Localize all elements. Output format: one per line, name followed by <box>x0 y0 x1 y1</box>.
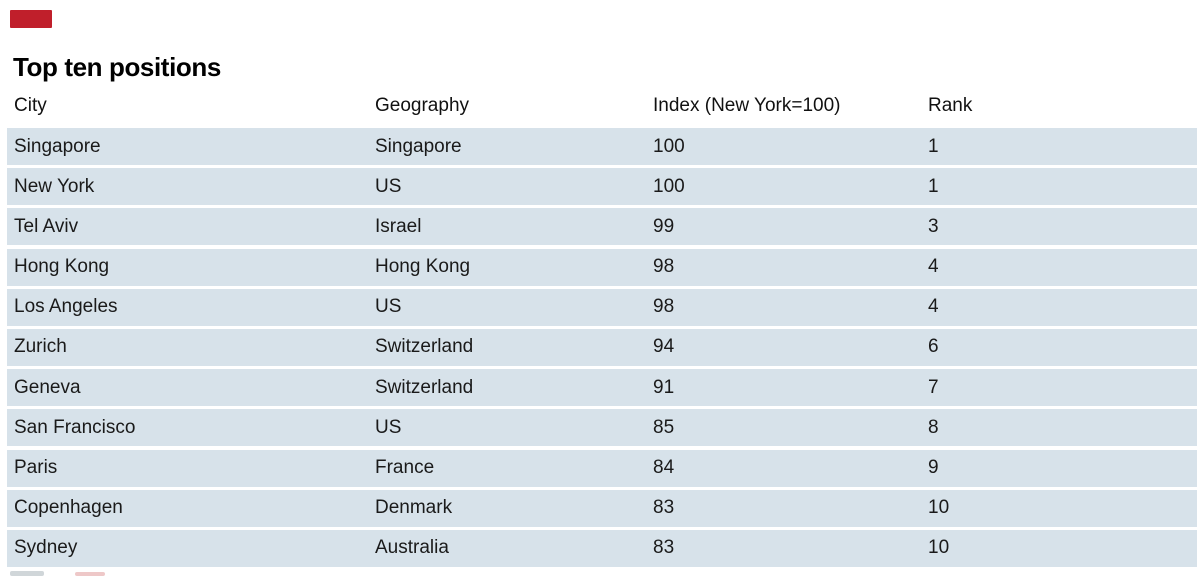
cell-index: 100 <box>653 175 685 197</box>
cell-geography: Australia <box>375 537 449 559</box>
cell-geography: France <box>375 457 435 478</box>
table-row: New York US 100 1 <box>7 168 1197 206</box>
cell-index: 83 <box>653 537 675 559</box>
cell-rank: 10 <box>928 537 950 559</box>
table-row: Hong Kong Hong Kong 98 4 <box>7 248 1197 286</box>
table-row: Tel Aviv Israel 99 3 <box>7 208 1197 246</box>
table-row: Los Angeles US 98 4 <box>7 288 1197 326</box>
table-body: Singapore Singapore 100 1 New York US 10… <box>7 128 1197 567</box>
cell-rank: 8 <box>928 416 939 438</box>
table-row: Singapore Singapore 100 1 <box>7 128 1197 165</box>
cell-city: Tel Aviv <box>14 215 79 237</box>
cell-index: 98 <box>653 256 675 278</box>
table-row: Zurich Switzerland 94 6 <box>7 328 1197 366</box>
cell-geography: Switzerland <box>375 336 474 358</box>
cell-index: 94 <box>653 336 675 358</box>
cell-geography: Israel <box>375 215 422 237</box>
source-line-cutoff <box>10 571 310 576</box>
cell-geography: Switzerland <box>375 376 474 398</box>
cell-rank: 3 <box>928 215 939 237</box>
column-header-city: City <box>14 95 47 116</box>
cell-rank: 10 <box>928 497 950 519</box>
cell-rank: 1 <box>928 175 939 197</box>
cell-city: Copenhagen <box>14 497 123 519</box>
cell-geography: Singapore <box>375 135 462 157</box>
page-title: Top ten positions <box>13 52 221 82</box>
cell-city: San Francisco <box>14 416 136 438</box>
cell-rank: 4 <box>928 256 939 278</box>
cell-rank: 4 <box>928 296 939 318</box>
table-row: Sydney Australia 83 10 <box>7 529 1197 567</box>
cell-rank: 7 <box>928 376 939 398</box>
cell-city: Geneva <box>14 376 81 398</box>
cell-city: New York <box>14 175 95 197</box>
column-header-geography: Geography <box>375 95 470 116</box>
table-row: Geneva Switzerland 91 7 <box>7 369 1197 407</box>
cell-rank: 6 <box>928 336 939 358</box>
table-row: San Francisco US 85 8 <box>7 409 1197 447</box>
cell-index: 91 <box>653 376 675 398</box>
cell-index: 98 <box>653 296 675 318</box>
source-text-sliver <box>75 572 105 576</box>
cell-index: 99 <box>653 215 675 237</box>
cell-index: 83 <box>653 497 675 519</box>
cell-rank: 1 <box>928 135 939 157</box>
cell-city: Los Angeles <box>14 296 118 318</box>
column-header-index: Index (New York=100) <box>653 95 841 116</box>
table-header-row: City Geography Index (New York=100) Rank <box>7 90 1197 122</box>
cell-city: Paris <box>14 457 58 478</box>
cell-geography: US <box>375 175 402 197</box>
cell-city: Zurich <box>14 336 67 358</box>
cell-rank: 9 <box>928 457 939 478</box>
cell-geography: Hong Kong <box>375 256 471 278</box>
cell-index: 84 <box>653 457 675 478</box>
source-text-sliver <box>10 571 44 576</box>
cell-geography: Denmark <box>375 497 453 519</box>
brand-red-tab <box>10 10 52 28</box>
table-row: Copenhagen Denmark 83 10 <box>7 489 1197 527</box>
cell-city: Sydney <box>14 537 78 559</box>
cell-geography: US <box>375 296 402 318</box>
table-row: Paris France 84 9 <box>7 449 1197 487</box>
column-header-rank: Rank <box>928 95 973 116</box>
cell-city: Singapore <box>14 135 101 157</box>
cell-geography: US <box>375 416 402 438</box>
cell-index: 100 <box>653 135 685 157</box>
cell-city: Hong Kong <box>14 256 110 278</box>
cell-index: 85 <box>653 416 675 438</box>
